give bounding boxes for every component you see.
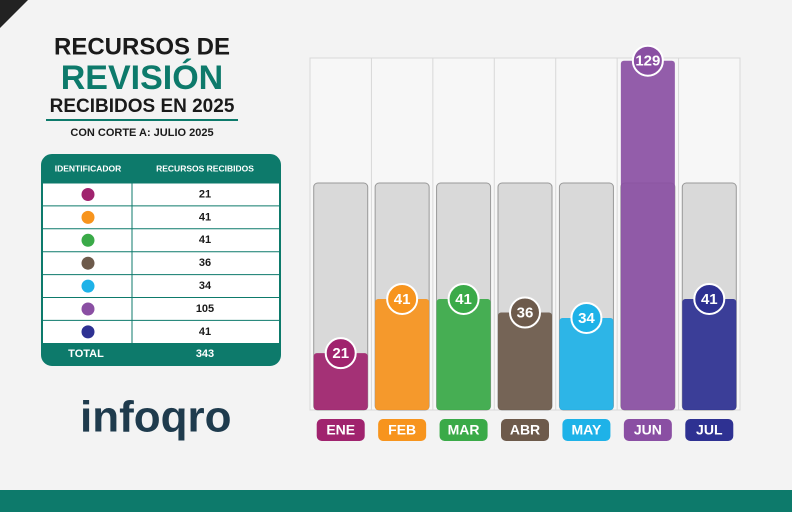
category-pill bbox=[562, 419, 611, 441]
title-line: RECIBIDOS EN 2025 bbox=[50, 96, 235, 117]
value-badge bbox=[324, 337, 357, 370]
title-line: REVISIÓN bbox=[61, 59, 223, 97]
footer-band bbox=[0, 490, 792, 512]
row-value: 41 bbox=[199, 211, 211, 223]
value-badge bbox=[447, 282, 480, 315]
table-total-row bbox=[42, 343, 280, 365]
row-swatch bbox=[81, 256, 95, 270]
row-swatch bbox=[81, 325, 95, 339]
category-pill bbox=[378, 419, 427, 441]
category-pill bbox=[685, 419, 734, 441]
bar bbox=[559, 317, 614, 410]
value-label: 41 bbox=[455, 291, 472, 308]
row-swatch bbox=[81, 279, 95, 293]
table-header bbox=[42, 155, 280, 183]
x-tick-label: ABR bbox=[510, 422, 540, 438]
bar bbox=[313, 353, 368, 410]
value-badge bbox=[509, 296, 541, 329]
row-value: 21 bbox=[199, 188, 211, 200]
value-label: 34 bbox=[578, 310, 595, 327]
x-tick-label: JUL bbox=[696, 422, 723, 438]
value-label: 129 bbox=[635, 53, 660, 70]
value-label: 41 bbox=[701, 291, 718, 308]
bar bbox=[620, 60, 675, 410]
category-pill bbox=[623, 419, 672, 441]
row-value: 105 bbox=[196, 303, 214, 315]
table-frame bbox=[41, 154, 281, 366]
title-line: RECURSOS DE bbox=[54, 33, 230, 60]
corner bbox=[0, 0, 28, 28]
table-header-text: IDENTIFICADOR bbox=[55, 163, 122, 173]
row-value: 34 bbox=[199, 280, 212, 292]
category-pill bbox=[316, 419, 365, 441]
value-label: 36 bbox=[517, 304, 534, 321]
table-header-text: RECURSOS RECIBIDOS bbox=[156, 163, 254, 173]
x-tick-label: JUN bbox=[634, 422, 662, 438]
bar bbox=[682, 298, 737, 410]
table: IDENTIFICADOR RECURSOS RECIBIDOS TOTAL 3… bbox=[41, 154, 281, 366]
row-swatch bbox=[81, 210, 95, 224]
value-badge bbox=[631, 44, 664, 77]
x-tick-label: ENE bbox=[326, 422, 355, 438]
bar bbox=[436, 298, 491, 410]
x-tick-label: MAY bbox=[572, 422, 602, 438]
category-pill bbox=[501, 419, 549, 441]
row-swatch bbox=[81, 188, 95, 201]
subtitle: CON CORTE A: JULIO 2025 bbox=[70, 127, 213, 139]
value-badge bbox=[693, 282, 726, 315]
value-badge bbox=[570, 301, 603, 334]
value-badge bbox=[386, 282, 419, 315]
row-value: 41 bbox=[199, 326, 211, 338]
row-value: 36 bbox=[199, 257, 211, 269]
value-label: 21 bbox=[332, 345, 349, 362]
bar bbox=[375, 298, 430, 410]
total-value: 343 bbox=[196, 348, 214, 360]
row-swatch bbox=[81, 233, 95, 247]
bar bbox=[498, 312, 552, 410]
value-label: 41 bbox=[394, 291, 411, 308]
total-label: TOTAL bbox=[68, 348, 104, 360]
x-tick-label: FEB bbox=[388, 422, 416, 438]
row-value: 41 bbox=[199, 234, 211, 246]
logo: infoqro bbox=[80, 393, 232, 442]
x-tick-label: MAR bbox=[448, 422, 480, 438]
category-pill bbox=[439, 419, 488, 441]
row-swatch bbox=[81, 302, 95, 316]
